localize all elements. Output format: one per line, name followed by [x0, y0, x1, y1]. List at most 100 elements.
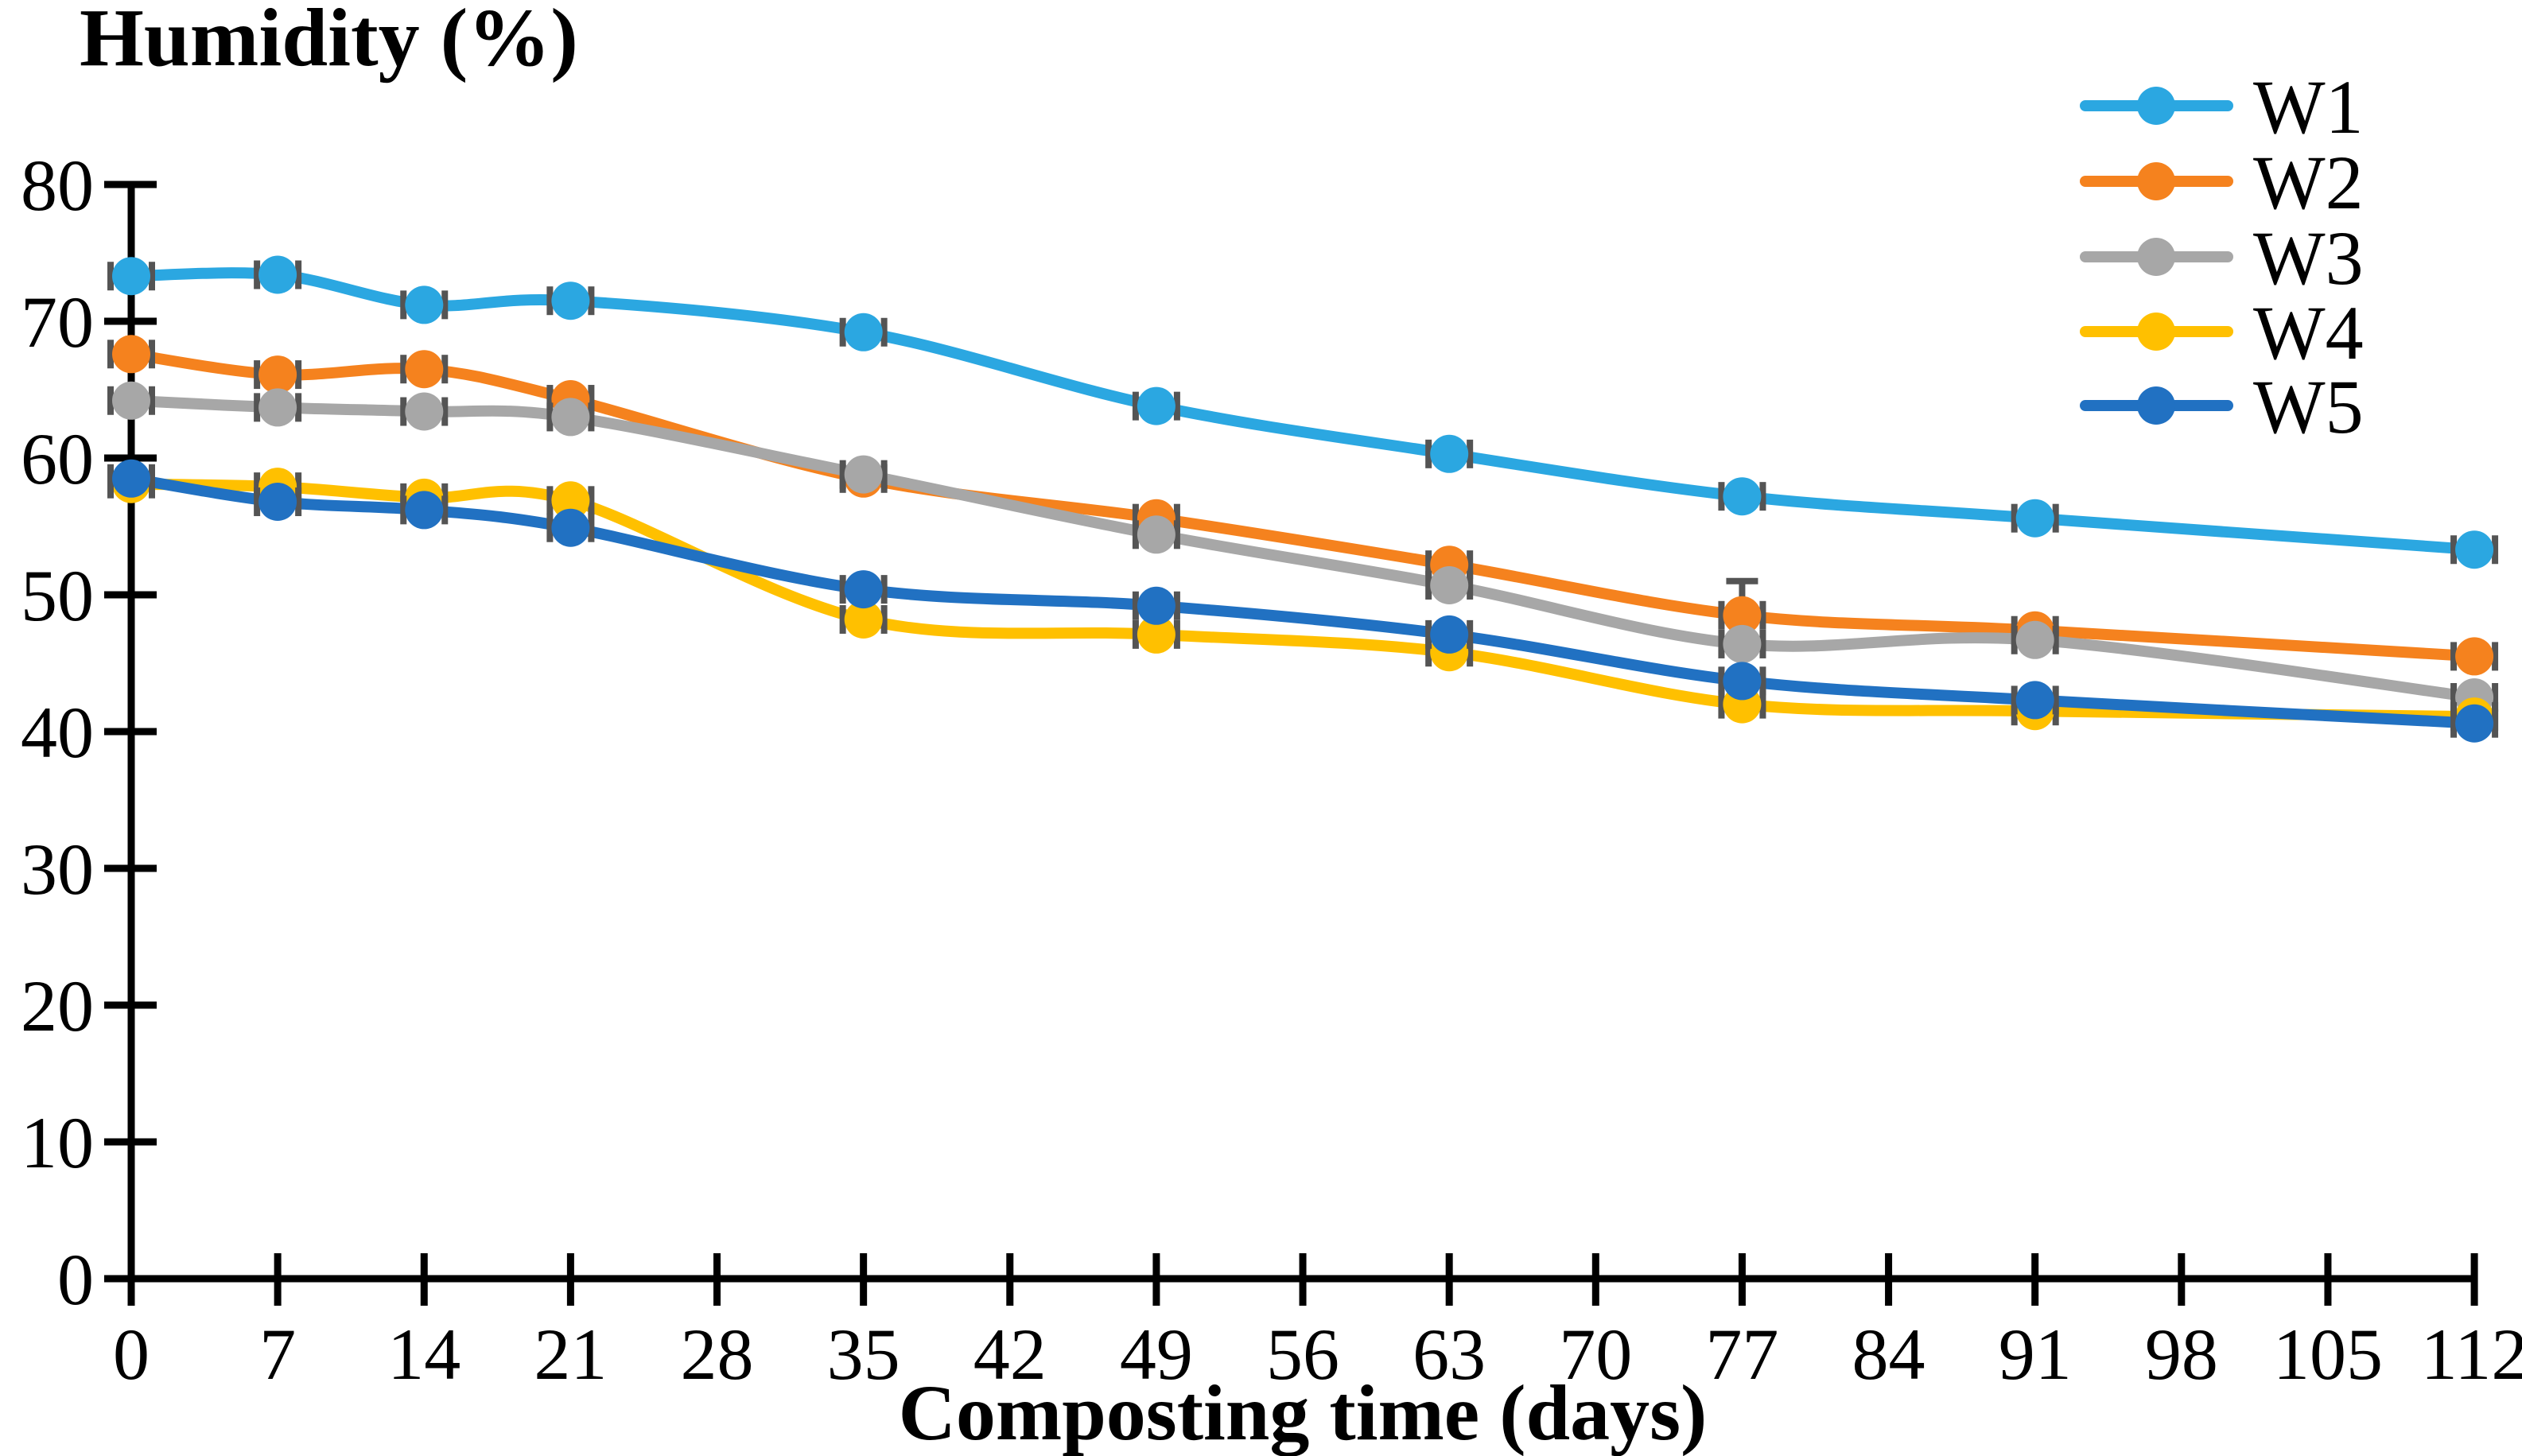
error-cap-w2-day0: [107, 340, 114, 369]
error-cap-w4-day49: [1132, 619, 1139, 649]
error-cap-w3-day35: [839, 460, 846, 489]
marker-w2-day7: [258, 355, 297, 394]
marker-w1-day7: [258, 255, 297, 294]
error-cap-w5-day63: [1467, 619, 1474, 649]
error-cap-w4-day77: [1759, 689, 1766, 719]
marker-w5-day21: [551, 508, 590, 547]
error-cap-w5-day35: [880, 575, 888, 604]
x-tick-label-35: 35: [827, 1314, 900, 1395]
error-cap-w1-day112: [2450, 535, 2458, 565]
x-tick-label-49: 49: [1120, 1314, 1193, 1395]
legend-label-w5: W5: [2253, 364, 2364, 449]
error-cap-w3-day91: [2011, 625, 2018, 654]
error-cap-w3-day63: [1425, 570, 1432, 600]
legend-swatch-w4: [2137, 313, 2175, 351]
legend-label-w4: W4: [2253, 290, 2364, 375]
x-tick-label-14: 14: [387, 1314, 460, 1395]
error-cap-w3-day112: [2450, 683, 2458, 712]
error-cap-w2-day21: [588, 385, 595, 414]
error-cap-w5-day77: [1759, 666, 1766, 696]
error-cap-w1-day14: [441, 290, 449, 320]
error-cap-w1-day63: [1467, 439, 1474, 468]
error-cap-w4-day63: [1425, 638, 1432, 667]
marker-w5-day49: [1137, 586, 1176, 625]
error-cap-w3-day14: [441, 397, 449, 426]
error-cap-w1-day35: [880, 317, 888, 347]
error-cap-w5-day91: [2052, 685, 2059, 715]
error-cap-w2-day49: [1132, 503, 1139, 533]
marker-w5-day14: [405, 491, 444, 530]
error-cap-w3-day0: [149, 386, 155, 415]
error-cap-w3-day35: [880, 460, 888, 489]
error-cap-w1-day0: [149, 262, 155, 291]
y-tick-label-20: 20: [21, 965, 94, 1046]
legend-swatch-w5: [2137, 386, 2175, 425]
error-cap-w1-day77: [1718, 482, 1725, 511]
error-cap-w2-day7: [295, 360, 302, 390]
marker-w3-day63: [1430, 566, 1469, 604]
series-w3: [107, 381, 2499, 716]
y-tick-label-0: 0: [57, 1239, 94, 1320]
error-cap-w1-day91: [2052, 503, 2059, 533]
x-tick-label-28: 28: [681, 1314, 754, 1395]
marker-w5-day7: [258, 483, 297, 521]
legend-label-w1: W1: [2253, 64, 2364, 149]
marker-w3-day49: [1137, 515, 1176, 554]
error-cap-w3-day63: [1467, 570, 1474, 600]
error-cap-w1-day77: [1759, 482, 1766, 511]
marker-w3-day14: [405, 392, 444, 431]
error-cap-w4-day63: [1467, 638, 1474, 667]
error-cap-w3-day7: [254, 393, 261, 422]
marker-w3-day0: [112, 381, 150, 420]
marker-w1-day0: [112, 257, 150, 296]
error-cap-w2-day7: [254, 360, 261, 390]
error-cap-w3-day112: [2492, 683, 2499, 712]
marker-w5-day77: [1723, 662, 1762, 701]
error-cap-w5-day0: [107, 464, 114, 493]
error-cap-w3-day77: [1759, 629, 1766, 658]
marker-w5-day0: [112, 459, 150, 498]
error-cap-w1-day112: [2492, 535, 2499, 565]
marker-w3-day91: [2015, 620, 2054, 659]
x-tick-label-70: 70: [1559, 1314, 1632, 1395]
error-cap-w1-day14: [400, 290, 407, 320]
marker-w1-day21: [551, 281, 590, 320]
error-cap-w4-day35: [839, 604, 846, 634]
error-cap-w2-day77: [1759, 600, 1766, 630]
error-cap-w5-day77: [1718, 666, 1725, 696]
error-cap-w2-day112: [2450, 642, 2458, 671]
x-tick-label-63: 63: [1413, 1314, 1486, 1395]
error-cap-w4-day35: [880, 604, 888, 634]
marker-w3-day35: [844, 455, 883, 494]
x-tick-label-42: 42: [973, 1314, 1047, 1395]
error-cap-w5-day21: [546, 513, 554, 542]
x-tick-label-105: 105: [2273, 1314, 2383, 1395]
marker-w5-day112: [2455, 704, 2494, 743]
marker-w2-day14: [405, 350, 444, 389]
error-cap-w5-day91: [2011, 685, 2018, 715]
error-cap-w3-day21: [588, 402, 595, 432]
error-cap-w4-day7: [295, 472, 302, 502]
marker-w1-day63: [1430, 434, 1469, 473]
error-cap-w3-day49: [1132, 520, 1139, 549]
marker-w1-day77: [1723, 477, 1762, 516]
x-tick-label-84: 84: [1852, 1314, 1926, 1395]
marker-w1-day49: [1137, 386, 1176, 425]
error-cap-w5-day49: [1132, 591, 1139, 620]
error-cap-w1-day35: [839, 317, 846, 347]
marker-w2-day77: [1723, 596, 1762, 635]
marker-w2-day0: [112, 335, 150, 374]
chart-title: Humidity (%): [80, 0, 578, 83]
marker-w5-day91: [2015, 681, 2054, 720]
error-cap-w1-day49: [1173, 391, 1180, 421]
error-cap-w3-day49: [1173, 520, 1180, 549]
error-cap-w1-day91: [2011, 503, 2018, 533]
legend-label-w3: W3: [2253, 215, 2364, 301]
error-cap-w1-day49: [1132, 391, 1139, 421]
x-tick-label-56: 56: [1266, 1314, 1339, 1395]
marker-w1-day35: [844, 313, 883, 351]
